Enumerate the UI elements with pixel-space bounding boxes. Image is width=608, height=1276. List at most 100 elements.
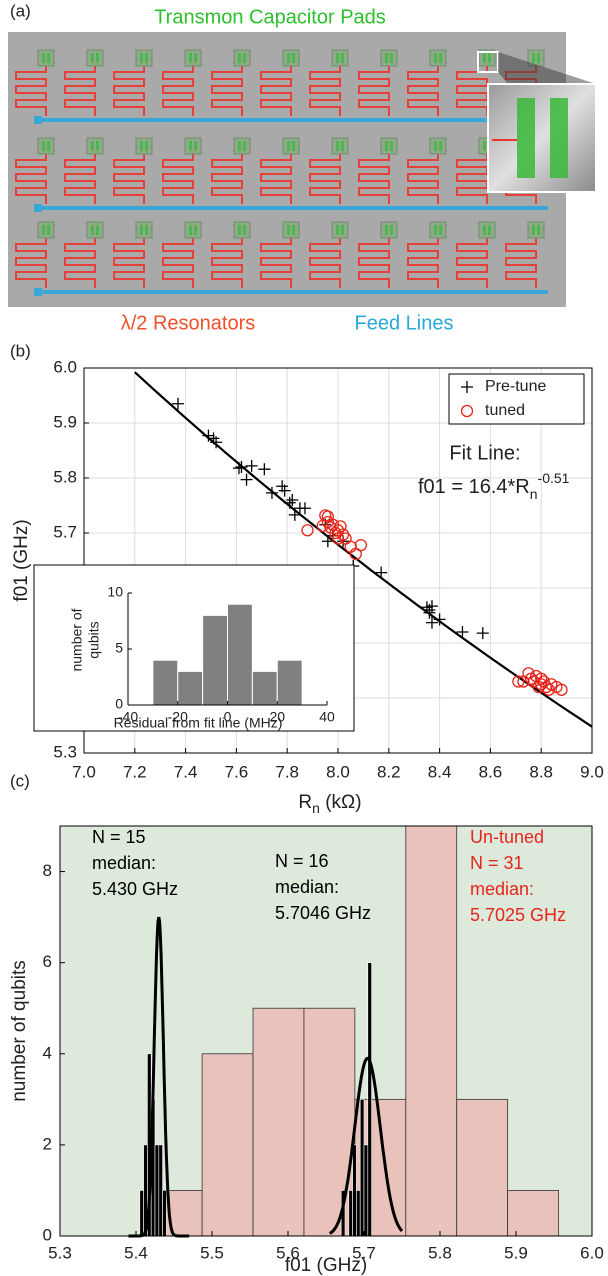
pad [37, 137, 55, 155]
histogram-bar [201, 1053, 254, 1237]
histogram-bar [303, 1007, 356, 1237]
x-tick-label: 5.8 [428, 1243, 452, 1262]
histogram-bar [356, 1190, 361, 1237]
pad-finger [287, 225, 290, 235]
plus-marker [235, 461, 248, 473]
annotation: median: [470, 879, 534, 899]
pad-finger [189, 225, 192, 235]
resonator [162, 66, 194, 116]
pad-finger [189, 53, 192, 63]
pad [135, 221, 153, 239]
resonator [113, 238, 145, 288]
pad [184, 221, 202, 239]
y-tick-label: 6.0 [53, 357, 77, 376]
capacitor-pad [517, 98, 535, 178]
resonator [358, 66, 390, 116]
pad-finger [140, 225, 143, 235]
pad [331, 137, 349, 155]
x-axis-label: Rn (kΩ) [298, 792, 361, 816]
pad-finger [194, 53, 197, 63]
x-tick-label: 7.4 [174, 762, 198, 781]
resonator [162, 238, 194, 288]
y-tick-label: 4 [43, 1043, 52, 1062]
y-tick-label: 2 [43, 1134, 52, 1153]
pad-finger [145, 141, 148, 151]
plus-marker [375, 566, 388, 579]
annotation: 5.430 GHz [92, 879, 178, 899]
pad [380, 49, 398, 67]
pad [527, 221, 545, 239]
legend-label: tuned [485, 402, 525, 419]
pad-finger [292, 225, 295, 235]
y-tick-label: 5 [115, 640, 123, 656]
x-tick-label: 7.8 [275, 762, 299, 781]
image-label: Feed Lines [355, 312, 454, 334]
y-axis-label: qubits [86, 621, 102, 658]
pad-finger [336, 53, 339, 63]
x-axis-label: Residual from fit line (MHz) [114, 715, 283, 731]
pad-finger [341, 141, 344, 151]
plus-marker [425, 616, 438, 629]
y-tick-label: 6 [43, 952, 52, 971]
pad [233, 49, 251, 67]
x-tick-label: 5.4 [124, 1243, 148, 1262]
pad-finger [341, 225, 344, 235]
y-axis-label: f01 (GHz) [11, 519, 32, 601]
pad-finger [287, 141, 290, 151]
resonator [64, 238, 96, 288]
pad [37, 221, 55, 239]
histogram-bar [359, 1099, 365, 1237]
pad [86, 221, 104, 239]
pad-finger [390, 141, 393, 151]
annotation: N = 15 [92, 827, 146, 847]
histogram-bar [202, 614, 228, 706]
axes-frame [59, 825, 593, 1237]
device-layout [15, 49, 548, 296]
pad [331, 49, 349, 67]
histogram-bar [177, 670, 204, 706]
y-tick-label: 5.3 [53, 742, 77, 761]
pad [184, 49, 202, 67]
pad [282, 137, 300, 155]
x-tick-label: 5.9 [504, 1243, 528, 1262]
plus-marker [321, 535, 334, 548]
histogram-bar [507, 1190, 559, 1237]
resonator [211, 66, 243, 116]
pad-finger [483, 53, 486, 63]
resonator [407, 154, 439, 204]
annotation: Un-tuned [470, 827, 544, 847]
resonator [309, 238, 341, 288]
histogram-bar [348, 1190, 353, 1237]
annotation: N = 31 [470, 853, 524, 873]
pad-finger [341, 53, 344, 63]
pad-finger [238, 141, 241, 151]
histogram-bar [139, 1190, 144, 1237]
histogram-bar [152, 659, 179, 706]
pad-finger [140, 53, 143, 63]
plus-marker [245, 459, 258, 472]
plus-marker [232, 462, 245, 475]
y-axis-label: number of qubits [9, 960, 30, 1102]
pad-finger [385, 141, 388, 151]
feed-line [36, 206, 548, 210]
histogram-bar [154, 1144, 160, 1237]
histogram-bar [252, 1007, 305, 1237]
fit-formula: f01 = 16.4*Rn-0.51 [418, 470, 570, 502]
pad-finger [145, 53, 148, 63]
x-tick-label: 7.2 [123, 762, 147, 781]
circle-marker [512, 675, 525, 688]
pad-finger [292, 53, 295, 63]
pad-finger [439, 53, 442, 63]
pad-finger [488, 53, 491, 63]
image-label: λ/2 Resonators [121, 312, 256, 334]
feed-line [36, 290, 548, 294]
pad [37, 49, 55, 67]
plus-marker [420, 601, 433, 614]
resonator [113, 154, 145, 204]
pad-finger [434, 53, 437, 63]
pad-finger [96, 141, 99, 151]
y-tick-label: 8 [43, 861, 52, 880]
pad-finger [238, 53, 241, 63]
resonator [358, 154, 390, 204]
resonator [211, 238, 243, 288]
